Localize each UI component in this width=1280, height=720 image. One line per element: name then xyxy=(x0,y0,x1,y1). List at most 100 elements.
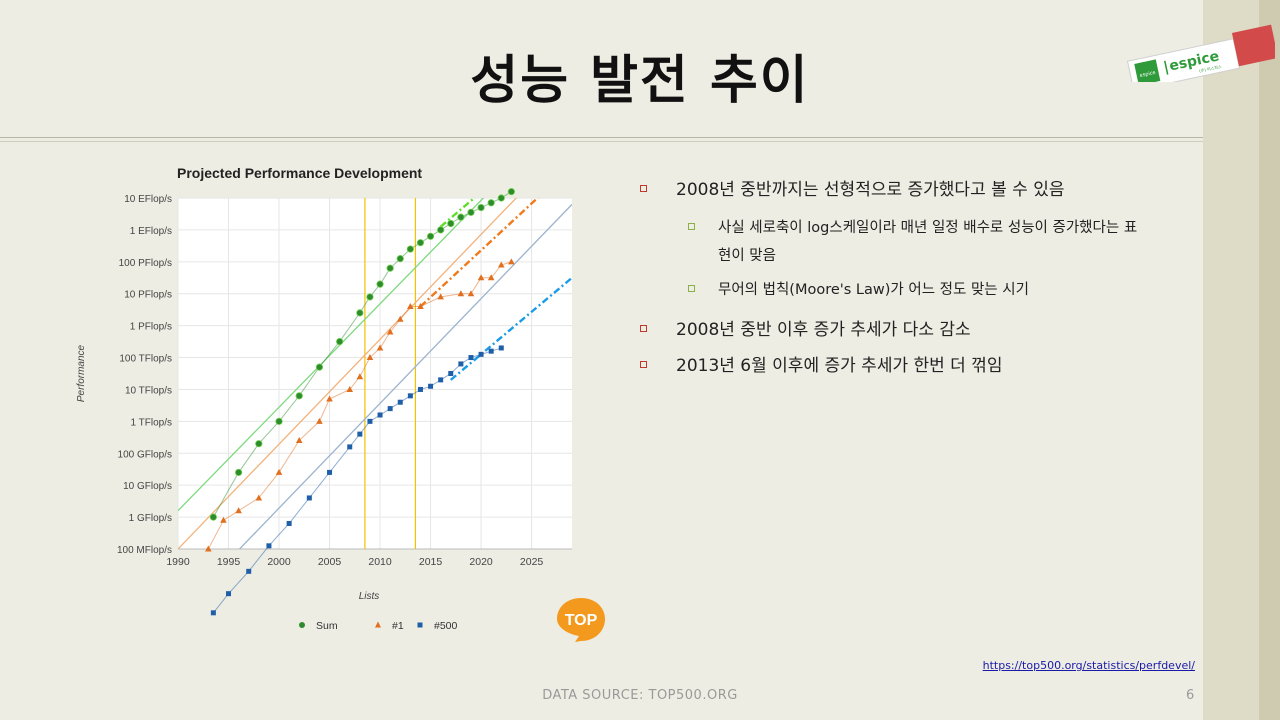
data-point-n500 xyxy=(246,568,252,574)
data-point-n500 xyxy=(327,469,333,475)
x-tick-label: 2025 xyxy=(520,556,544,568)
data-point-sum xyxy=(356,309,364,317)
y-tick-label: 1 EFlop/s xyxy=(130,226,172,237)
data-point-sum xyxy=(497,194,505,202)
data-point-n1 xyxy=(366,354,374,361)
projection-line-n1 xyxy=(419,198,540,308)
data-point-n1 xyxy=(356,373,364,380)
data-point-n500 xyxy=(266,543,272,549)
espice-logo: espice | espice (주) 이스피스 xyxy=(1126,24,1275,82)
data-point-sum xyxy=(235,468,243,477)
square-bullet-icon xyxy=(640,361,647,368)
data-point-n500 xyxy=(458,361,464,367)
data-point-n500 xyxy=(357,431,363,437)
data-point-sum xyxy=(477,203,485,212)
data-point-n1 xyxy=(457,290,465,297)
data-point-n1 xyxy=(275,468,283,475)
trend-line-n1 xyxy=(178,198,518,549)
x-tick-label: 2010 xyxy=(368,556,392,568)
plot-area xyxy=(178,198,572,549)
data-point-sum xyxy=(209,513,217,521)
data-point-sum xyxy=(437,226,445,234)
y-tick-label: 10 TFlop/s xyxy=(125,385,172,396)
data-point-sum xyxy=(396,255,404,263)
svg-text:|: | xyxy=(1162,59,1170,76)
bullet-item: 2008년 중반까지는 선형적으로 증가했다고 볼 수 있음 xyxy=(640,178,1180,202)
data-point-n500 xyxy=(226,591,232,597)
bullet-item: 2013년 6월 이후에 증가 추세가 한번 더 꺾임 xyxy=(640,354,1180,378)
y-tick-label: 10 GFlop/s xyxy=(123,481,172,492)
title-divider-thin xyxy=(0,141,1203,142)
legend-marker-sum xyxy=(299,622,305,628)
bullet-item: 2008년 중반 이후 증가 추세가 다소 감소 xyxy=(640,318,1180,342)
title-divider xyxy=(0,137,1203,138)
svg-text:espice: espice xyxy=(1139,70,1156,79)
x-tick-label: 1990 xyxy=(166,556,190,568)
data-point-n1 xyxy=(407,302,414,309)
data-point-n1 xyxy=(376,344,384,351)
sub-bullet-item: 무어의 법칙(Moore's Law)가 어느 정도 맞는 시기 xyxy=(640,276,1148,304)
square-bullet-icon xyxy=(688,285,695,292)
data-point-n1 xyxy=(477,274,485,281)
x-tick-label: 2015 xyxy=(419,556,443,568)
data-point-n500 xyxy=(428,383,434,389)
data-point-sum xyxy=(447,219,455,228)
y-tick-label: 1 PFlop/s xyxy=(130,322,172,333)
data-point-n500 xyxy=(377,412,383,418)
legend-label: Sum xyxy=(316,620,338,632)
y-tick-label: 1 TFlop/s xyxy=(131,417,173,428)
data-point-sum xyxy=(386,264,394,272)
square-bullet-icon xyxy=(640,325,647,332)
data-point-n1 xyxy=(326,395,333,402)
data-point-n1 xyxy=(467,290,475,297)
performance-chart: 100 MFlop/s 1 GFlop/s 10 GFlop/s 100 GFlop/… xyxy=(76,188,572,632)
svg-text:TOP: TOP xyxy=(565,612,598,629)
data-point-n1 xyxy=(497,261,505,268)
projection-line-Sum xyxy=(439,198,477,228)
legend-marker-n500 xyxy=(417,622,423,628)
data-point-n500 xyxy=(387,406,393,412)
data-point-n1 xyxy=(220,516,227,523)
data-point-n500 xyxy=(478,351,484,357)
chart-title: Projected Performance Development xyxy=(177,165,423,181)
data-point-n1 xyxy=(508,258,515,265)
data-point-n500 xyxy=(417,386,423,392)
legend-label: #1 xyxy=(392,620,404,632)
data-point-n1 xyxy=(396,315,404,322)
data-point-n500 xyxy=(448,371,454,376)
right-decoration-band-outer xyxy=(1259,0,1280,720)
source-link[interactable]: https://top500.org/statistics/perfdevel/ xyxy=(982,659,1195,672)
y-tick-label: 100 PFlop/s xyxy=(119,258,172,269)
data-point-n500 xyxy=(397,399,403,405)
y-tick-label: 100 TFlop/s xyxy=(119,354,172,365)
data-point-n500 xyxy=(306,495,312,501)
data-point-n500 xyxy=(407,393,413,399)
data-point-sum xyxy=(366,293,374,301)
data-point-n500 xyxy=(367,418,373,424)
square-bullet-icon xyxy=(688,223,695,230)
trend-line-n500 xyxy=(238,203,572,549)
data-point-n500 xyxy=(210,610,216,616)
data-point-n1 xyxy=(316,417,323,424)
x-axis-label: Lists xyxy=(359,591,380,602)
data-point-sum xyxy=(315,363,324,371)
data-point-n500 xyxy=(347,444,353,450)
data-point-sum xyxy=(416,239,425,247)
trend-line-Sum xyxy=(178,198,485,512)
data-point-n1 xyxy=(437,293,444,300)
top500-logo: TOP xyxy=(557,598,605,642)
data-point-sum xyxy=(457,213,465,221)
data-point-n500 xyxy=(438,377,444,383)
legend-label: #500 xyxy=(434,620,458,632)
right-decoration-band xyxy=(1203,0,1259,720)
data-point-sum xyxy=(426,232,435,240)
y-axis-label: Performance xyxy=(76,344,87,402)
y-tick-label: 1 GFlop/s xyxy=(129,513,172,524)
y-tick-label: 100 GFlop/s xyxy=(118,449,172,460)
svg-text:(주) 이스피스: (주) 이스피스 xyxy=(1198,63,1222,74)
data-point-n500 xyxy=(488,348,494,354)
y-tick-label: 10 EFlop/s xyxy=(124,194,172,205)
data-point-sum xyxy=(275,417,283,425)
projection-line-n500 xyxy=(449,276,572,381)
data-point-sum xyxy=(295,392,303,400)
